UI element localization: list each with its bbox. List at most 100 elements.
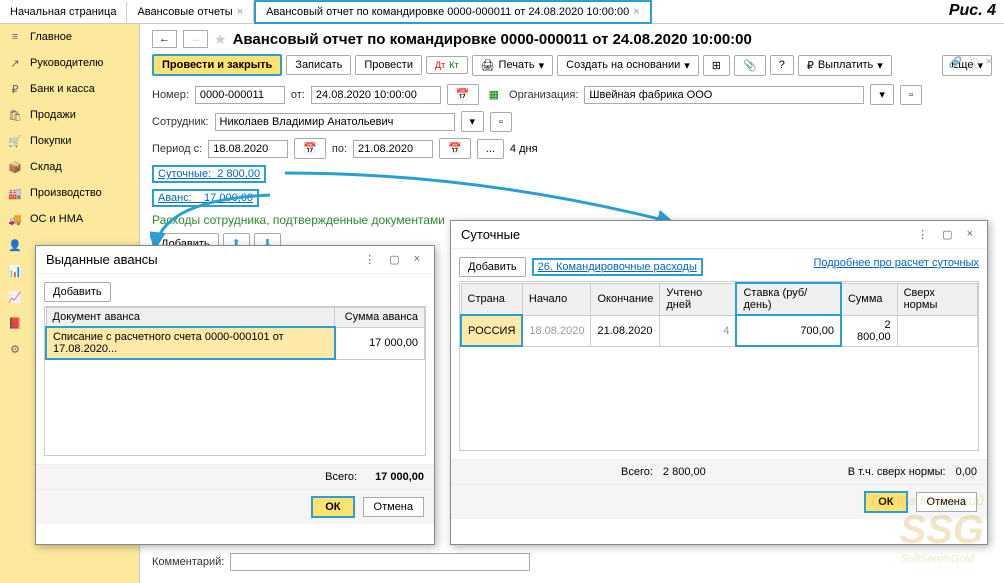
tab-reports[interactable]: Авансовые отчеты × <box>127 2 254 22</box>
perdiem-table: Страна Начало Окончание Учтено дней Став… <box>460 282 978 347</box>
from-label: от: <box>291 89 305 101</box>
book-icon: 📕 <box>8 316 22 330</box>
tab-current-doc[interactable]: Авансовый отчет по командировке 0000-000… <box>254 0 652 24</box>
perdiem-account-link[interactable]: 26. Командировочные расходы <box>532 258 703 276</box>
dt-kt-button[interactable]: ДтКт <box>426 56 468 74</box>
number-input[interactable] <box>195 86 285 104</box>
col-country: Страна <box>461 283 522 315</box>
bag-icon: 🛍 <box>8 108 22 122</box>
create-based-button[interactable]: Создать на основании ▾ <box>557 55 699 76</box>
posted-icon: ▦ <box>489 88 499 101</box>
advances-total: 17 000,00 <box>375 471 424 483</box>
perdiem-ok-button[interactable]: ОК <box>864 491 907 513</box>
number-label: Номер: <box>152 89 189 101</box>
gear-icon: ⚙ <box>8 342 22 356</box>
attach-button[interactable]: 📎 <box>734 55 766 76</box>
employee-label: Сотрудник: <box>152 116 209 128</box>
advances-title: Выданные авансы <box>46 252 158 267</box>
popup-max-icon[interactable]: ▢ <box>385 253 403 266</box>
back-button[interactable]: ← <box>152 30 177 48</box>
perdiem-over-label: В т.ч. сверх нормы: <box>848 466 946 478</box>
save-button[interactable]: Записать <box>286 55 351 75</box>
chart-icon: ↗ <box>8 56 22 70</box>
table-row[interactable]: Списание с расчетного счета 0000-000101 … <box>46 327 425 359</box>
table-row[interactable]: РОССИЯ 18.08.2020 21.08.2020 4 700,00 2 … <box>461 315 978 346</box>
advances-total-label: Всего: <box>325 471 357 483</box>
graph-icon: 📈 <box>8 290 22 304</box>
employee-select-button[interactable]: ▾ <box>461 111 485 132</box>
post-close-button[interactable]: Провести и закрыть <box>152 54 282 76</box>
period-to-label: по: <box>332 143 347 155</box>
cal2-button[interactable]: 📅 <box>439 138 471 159</box>
perdiem-total-label: Всего: <box>621 466 653 478</box>
print-button[interactable]: 🖨 Печать ▾ <box>472 55 554 76</box>
employee-open-button[interactable]: ▫ <box>490 112 512 132</box>
advances-add-button[interactable]: Добавить <box>44 282 111 302</box>
truck-icon: 🚚 <box>8 212 22 226</box>
advances-table: Документ авансаСумма аванса Списание с р… <box>45 307 425 360</box>
factory-icon: 🏭 <box>8 186 22 200</box>
perdiem-over: 0,00 <box>956 466 977 478</box>
date-input[interactable] <box>311 86 441 104</box>
sidebar-item-manager[interactable]: ↗Руководителю <box>0 50 139 76</box>
perdiem-title: Суточные <box>461 227 520 242</box>
box-icon: 📦 <box>8 160 22 174</box>
col-end: Окончание <box>591 283 660 315</box>
perdiem-add-button[interactable]: Добавить <box>459 257 526 277</box>
bars-icon: 📊 <box>8 264 22 278</box>
close-icon[interactable]: × <box>986 56 992 72</box>
menu-icon: ≡ <box>8 30 22 44</box>
star-icon[interactable]: ★ <box>214 31 227 48</box>
org-open-button[interactable]: ▫ <box>900 85 922 105</box>
advance-link[interactable]: Аванс: 17 000,00 <box>152 189 259 207</box>
comment-label: Комментарий: <box>152 556 224 568</box>
advances-ok-button[interactable]: ОК <box>311 496 354 518</box>
popup-more-icon[interactable]: ⋮ <box>913 228 932 241</box>
cal1-button[interactable]: 📅 <box>294 138 326 159</box>
col-sum: Сумма <box>841 283 897 315</box>
period-to-input[interactable] <box>353 140 433 158</box>
figure-label: Рис. 4 <box>949 2 996 20</box>
perdiem-total: 2 800,00 <box>663 466 706 478</box>
col-start: Начало <box>522 283 591 315</box>
popup-close-icon[interactable]: × <box>410 253 424 266</box>
sidebar-item-warehouse[interactable]: 📦Склад <box>0 154 139 180</box>
structure-button[interactable]: ⊞ <box>703 55 730 76</box>
pay-button[interactable]: ₽ Выплатить ▾ <box>798 55 892 76</box>
sidebar-item-purchases[interactable]: 🛒Покупки <box>0 128 139 154</box>
sidebar-item-bank[interactable]: ₽Банк и касса <box>0 76 139 102</box>
cart-icon: 🛒 <box>8 134 22 148</box>
link-icon[interactable]: 🔗 <box>949 56 963 72</box>
help-button[interactable]: ? <box>770 55 794 75</box>
comment-input[interactable] <box>230 553 530 571</box>
period-pick-button[interactable]: ... <box>477 139 504 159</box>
sidebar-item-sales[interactable]: 🛍Продажи <box>0 102 139 128</box>
forward-button[interactable]: → <box>183 30 208 48</box>
sidebar-item-production[interactable]: 🏭Производство <box>0 180 139 206</box>
popup-more-icon[interactable]: ⋮ <box>360 253 379 266</box>
advances-popup: Выданные авансы ⋮ ▢ × Добавить Документ … <box>35 245 435 545</box>
perdiem-link[interactable]: Суточные: 2 800,00 <box>152 165 266 183</box>
perdiem-cancel-button[interactable]: Отмена <box>916 492 977 512</box>
tab-home[interactable]: Начальная страница <box>0 2 127 22</box>
org-label: Организация: <box>509 89 578 101</box>
calendar-button[interactable]: 📅 <box>447 84 479 105</box>
tab-bar: Начальная страница Авансовые отчеты × Ав… <box>0 0 1004 24</box>
post-button[interactable]: Провести <box>355 55 422 75</box>
org-select-button[interactable]: ▾ <box>870 84 894 105</box>
help-icon[interactable]: ⓘ <box>969 56 980 72</box>
sidebar-item-assets[interactable]: 🚚ОС и НМА <box>0 206 139 232</box>
sidebar-item-main[interactable]: ≡Главное <box>0 24 139 50</box>
perdiem-more-link[interactable]: Подробнее про расчет суточных <box>813 257 979 277</box>
period-from-input[interactable] <box>208 140 288 158</box>
days-text: 4 дня <box>510 143 538 155</box>
org-input[interactable] <box>584 86 864 104</box>
person-icon: 👤 <box>8 238 22 252</box>
popup-close-icon[interactable]: × <box>963 228 977 241</box>
col-days: Учтено дней <box>660 283 737 315</box>
popup-max-icon[interactable]: ▢ <box>938 228 956 241</box>
close-icon[interactable]: × <box>237 6 243 18</box>
employee-input[interactable] <box>215 113 455 131</box>
close-icon[interactable]: × <box>633 6 639 18</box>
advances-cancel-button[interactable]: Отмена <box>363 497 424 517</box>
